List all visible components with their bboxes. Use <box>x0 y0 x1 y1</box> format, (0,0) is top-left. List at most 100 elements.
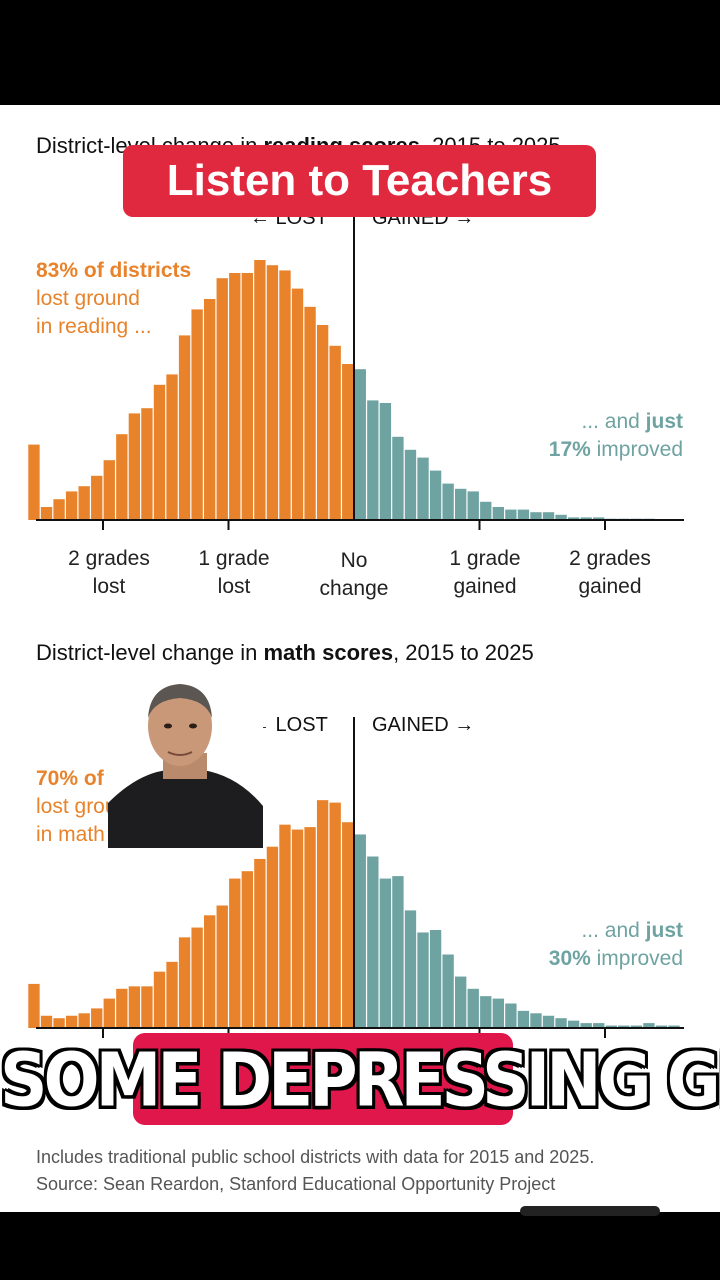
math-gained-bar <box>630 1025 643 1028</box>
reading-lost-bar <box>40 507 53 520</box>
math-lost-label: ← LOST <box>250 714 328 736</box>
reading-gained-bar <box>480 501 492 520</box>
footnote-source: Source: Sean Reardon, Stanford Education… <box>36 1174 556 1194</box>
reading-lost-bar <box>91 475 103 520</box>
math-lost-bar <box>204 915 216 1028</box>
reading-lost-bar <box>204 299 216 520</box>
math-gained-bar <box>392 876 404 1028</box>
math-lost-bar <box>28 983 40 1028</box>
reading-lost-bar <box>316 325 329 520</box>
reading-gained-bar <box>505 509 517 520</box>
math-lost-bar <box>216 905 228 1028</box>
title-banner: Listen to Teachers <box>123 145 596 217</box>
reading-lost-bar <box>128 413 141 520</box>
reading-lost-bar <box>116 434 128 520</box>
math-lost-bar <box>53 1018 65 1028</box>
math-lost-bar <box>166 961 178 1028</box>
math-lost-bar <box>266 846 279 1028</box>
reading-gained-bar <box>567 517 580 520</box>
reading-lost-bar <box>241 273 253 520</box>
math-gained-bar <box>542 1015 555 1028</box>
reading-gained-bar <box>367 400 379 520</box>
math-gained-bar <box>492 998 504 1028</box>
video-caption: SOME DEPRESSING GRAPHS <box>0 1037 720 1124</box>
reading-lost-bar <box>304 306 316 520</box>
math-lost-bar <box>342 822 354 1028</box>
math-lost-bar <box>241 871 253 1028</box>
math-lost-bar <box>103 998 115 1028</box>
math-lost-bar <box>91 1008 103 1028</box>
math-gained-bar <box>605 1025 617 1028</box>
math-gained-bar <box>455 976 467 1028</box>
tick-label-no-change: No change <box>319 549 389 600</box>
math-gained-bar <box>429 930 442 1028</box>
math-gained-bar <box>379 878 392 1028</box>
reading-gained-bar <box>467 491 479 520</box>
reading-lost-bar <box>342 364 354 520</box>
math-chart-title: District-level change in math scores, 20… <box>36 640 534 665</box>
math-gained-bar <box>530 1013 542 1028</box>
reading-lost-bar <box>28 444 40 520</box>
math-gained-bar <box>354 834 366 1028</box>
math-gained-bar <box>367 856 379 1028</box>
reading-gained-bar <box>530 512 542 520</box>
math-lost-bar <box>279 824 291 1028</box>
reading-lost-bar <box>291 288 304 520</box>
reading-gained-bar <box>542 512 555 520</box>
presenter-avatar <box>108 678 263 848</box>
math-lost-bar <box>178 937 191 1028</box>
reading-gained-bar <box>517 509 530 520</box>
reading-lost-bar <box>53 499 65 520</box>
math-gained-bar <box>555 1018 567 1028</box>
math-gained-label: GAINED → <box>372 714 475 736</box>
math-lost-bar <box>153 971 166 1028</box>
math-gained-bar <box>480 996 492 1028</box>
reading-gained-bar <box>455 488 467 520</box>
math-gained-bar <box>517 1010 530 1028</box>
reading-gained-bar <box>429 470 442 520</box>
reading-gained-bar <box>442 483 454 520</box>
math-lost-bar <box>254 858 266 1028</box>
tick-label-2-grades-lost: 2 grades lost <box>68 547 150 598</box>
footnote-line-1: Includes traditional public school distr… <box>36 1147 595 1167</box>
math-gained-bar <box>668 1025 680 1028</box>
math-lost-bar <box>291 829 304 1028</box>
reading-lost-bar <box>166 374 178 520</box>
math-gained-bar <box>580 1023 592 1028</box>
tick-label-1-grade-lost: 1 grade lost <box>198 547 270 598</box>
math-lost-bar <box>141 986 153 1028</box>
reading-gained-bar <box>404 449 417 520</box>
math-gained-annotation: ... and just 30% improved <box>548 919 683 970</box>
reading-gained-bar <box>379 403 392 520</box>
math-lost-bar <box>191 927 203 1028</box>
reading-lost-bar <box>103 460 115 520</box>
reading-lost-bar <box>216 278 228 520</box>
reading-gained-bar <box>593 517 605 520</box>
math-lost-bar <box>65 1015 78 1028</box>
reading-lost-bar <box>229 273 241 520</box>
reading-gained-bar <box>555 514 567 520</box>
reading-lost-bar <box>141 408 153 520</box>
reading-lost-bar <box>254 260 266 520</box>
reading-gained-bar <box>354 369 366 520</box>
math-gained-bar <box>567 1020 580 1028</box>
math-lost-bar <box>40 1015 53 1028</box>
math-gained-bar <box>442 954 454 1028</box>
caption-highlight-box <box>133 1033 513 1125</box>
math-gained-bar <box>404 910 417 1028</box>
math-lost-bar <box>128 986 141 1028</box>
math-gained-bar <box>618 1025 630 1028</box>
math-gained-bar <box>505 1003 517 1028</box>
reading-lost-annotation: 83% of districts lost ground in reading … <box>36 259 192 338</box>
presenter-webcam <box>108 678 263 848</box>
math-gained-bar <box>467 988 479 1028</box>
reading-gained-annotation: ... and just 17% improved <box>548 410 683 461</box>
math-gained-bar <box>643 1023 655 1028</box>
reading-lost-bar <box>153 384 166 520</box>
reading-lost-bar <box>178 335 191 520</box>
reading-lost-bar <box>65 491 78 520</box>
reading-lost-bar <box>266 265 279 520</box>
reading-lost-bar <box>279 270 291 520</box>
math-lost-bar <box>78 1013 90 1028</box>
